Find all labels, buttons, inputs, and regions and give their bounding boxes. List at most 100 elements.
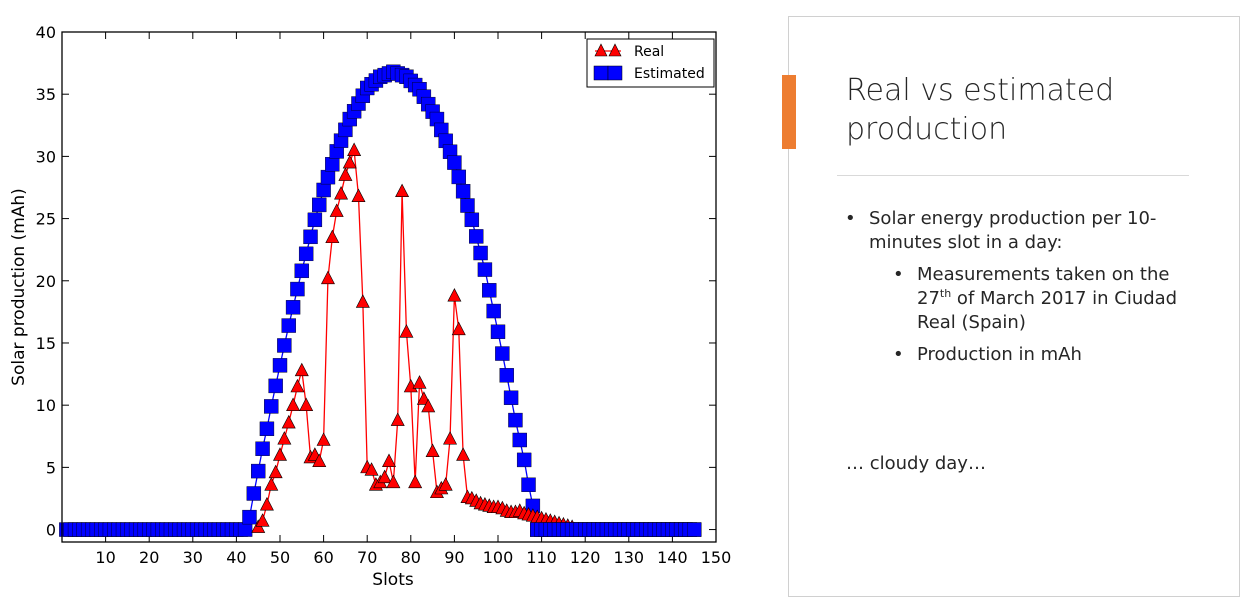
real-point	[320, 270, 335, 285]
real-point	[364, 462, 379, 476]
real-point	[382, 453, 396, 467]
axis-ticks: 10 20 30 40 50 60 70 80 90 100 110 120 130 140 150 0 5 10…	[36, 23, 732, 567]
slide-text-panel: Real vs estimated production • Solar ene…	[782, 16, 1240, 597]
estimated-point	[272, 358, 288, 373]
x-tick-label: 70	[357, 548, 377, 567]
x-tick-label: 140	[657, 548, 688, 567]
legend: Real Estimated	[586, 38, 715, 88]
real-series	[251, 142, 702, 537]
estimated-point	[451, 169, 466, 185]
bullet-dot: •	[845, 208, 856, 229]
plot-frame	[61, 31, 717, 543]
estimated-point	[242, 509, 257, 525]
real-point	[325, 229, 340, 244]
bullet-item: • Solar energy production per 10-minutes…	[841, 207, 1201, 255]
estimated-point	[490, 324, 506, 339]
x-tick-label: 40	[226, 548, 246, 567]
estimated-point-tail	[687, 522, 702, 537]
real-point	[286, 397, 301, 411]
y-tick-label: 15	[36, 334, 56, 353]
sub-bullet-item: • Measurements taken on the 27th of Marc…	[841, 263, 1201, 335]
x-tick-label: 150	[701, 548, 732, 567]
estimated-point	[325, 157, 340, 172]
legend-real-marker	[608, 43, 622, 57]
real-point	[399, 324, 414, 338]
estimated-point	[316, 182, 331, 198]
real-point	[447, 288, 462, 302]
estimated-point	[290, 281, 305, 297]
real-point	[347, 142, 362, 156]
x-tick-label: 30	[183, 548, 203, 567]
y-tick-label: 20	[36, 272, 56, 291]
sub-bullet-measurements: Measurements taken on the 27th of March …	[917, 264, 1178, 333]
estimated-point	[303, 229, 318, 245]
real-point	[338, 167, 353, 181]
sub-bullet-item: • Production in mAh	[841, 343, 1201, 367]
estimated-point	[259, 421, 275, 437]
estimated-point	[264, 399, 279, 414]
estimated-point	[512, 432, 527, 448]
legend-estimated-marker	[593, 65, 609, 81]
estimated-point	[246, 486, 262, 501]
estimated-point	[521, 477, 536, 492]
legend-real-label: Real	[634, 44, 664, 60]
x-tick-label: 90	[444, 548, 464, 567]
y-tick-label: 40	[36, 23, 56, 42]
x-tick-label: 80	[401, 548, 421, 567]
real-point	[281, 414, 296, 429]
real-point	[316, 432, 331, 446]
estimated-point	[486, 303, 501, 319]
real-point	[312, 453, 327, 467]
legend-estimated-label: Estimated	[634, 66, 705, 82]
estimated-point	[277, 338, 292, 353]
x-tick-label: 50	[270, 548, 290, 567]
estimated-point	[469, 229, 484, 244]
estimated-point	[298, 246, 314, 262]
x-tick-label: 10	[95, 548, 115, 567]
real-point	[264, 477, 279, 491]
estimated-point	[285, 300, 301, 315]
real-point	[390, 412, 405, 426]
estimated-point	[460, 198, 475, 213]
estimated-point	[307, 212, 323, 228]
real-point	[290, 378, 305, 393]
y-tick-label: 35	[36, 85, 56, 104]
estimated-point	[499, 368, 514, 383]
legend-real-marker	[594, 43, 608, 57]
estimated-point	[237, 522, 253, 537]
slide-title: Real vs estimated production	[846, 73, 1115, 147]
estimated-point	[477, 262, 493, 277]
estimated-point	[268, 378, 283, 394]
real-point	[451, 321, 466, 336]
real-point	[259, 497, 274, 511]
real-point	[412, 375, 427, 389]
real-point	[425, 443, 440, 457]
real-point	[294, 362, 309, 377]
cloudy-day-note: … cloudy day…	[846, 453, 986, 474]
estimated-point	[495, 346, 510, 361]
legend-estimated-marker	[607, 65, 623, 81]
real-point	[273, 447, 287, 461]
real-point	[342, 154, 357, 169]
y-tick-label: 5	[46, 458, 56, 477]
bullet-list: • Solar energy production per 10-minutes…	[841, 207, 1201, 367]
estimated-point	[482, 283, 497, 298]
y-tick-label: 0	[46, 521, 56, 540]
sub-bullet-units: Production in mAh	[917, 344, 1082, 365]
real-point	[268, 464, 283, 479]
estimated-point	[508, 412, 523, 428]
real-point	[456, 447, 471, 461]
accent-bar	[782, 75, 796, 149]
estimated-point	[255, 441, 270, 456]
solar-production-chart: 10 20 30 40 50 60 70 80 90 100 110 120 130 140 150 0 5 10…	[9, 23, 732, 590]
real-point	[386, 474, 401, 489]
x-tick-label: 100	[483, 548, 514, 567]
real-point	[421, 398, 436, 413]
x-tick-label: 20	[139, 548, 159, 567]
y-axis-label: Solar production (mAh)	[9, 188, 29, 386]
real-point	[277, 431, 292, 445]
real-point	[438, 477, 453, 491]
x-tick-label: 110	[526, 548, 557, 567]
real-point	[408, 474, 423, 489]
real-point	[334, 186, 349, 200]
